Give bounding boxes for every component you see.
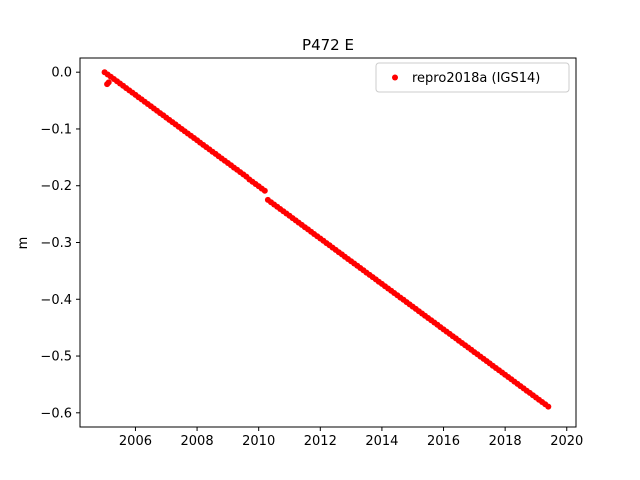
x-tick-label: 2020 [550,434,583,449]
y-axis-ticks: 0.0 −0.1 −0.2 −0.3 −0.4 −0.5 −0.6 [40,66,80,421]
data-point [545,403,552,410]
legend-frame [375,62,570,93]
y-tick-label: −0.4 [40,293,72,308]
y-tick-label: −0.1 [40,122,72,137]
y-tick-label: 0.0 [51,66,72,81]
x-tick-label: 2014 [365,434,398,449]
x-axis-ticks: 2006 2008 2010 2012 2014 2016 2018 2020 [119,427,583,449]
y-tick-label: −0.5 [40,350,72,365]
y-tick-label: −0.6 [40,406,72,421]
data-point [261,187,268,194]
x-tick-label: 2008 [181,434,214,449]
legend-marker-icon [392,74,398,81]
y-tick-label: −0.3 [40,236,72,251]
y-axis-label: m [16,237,31,250]
x-tick-label: 2012 [304,434,337,449]
y-tick-label: −0.2 [40,179,72,194]
chart-title: P472 E [302,36,354,54]
x-tick-label: 2016 [427,434,460,449]
legend-label: repro2018a (IGS14) [412,71,540,86]
x-tick-label: 2006 [119,434,152,449]
legend: repro2018a (IGS14) [375,62,570,93]
x-tick-label: 2010 [242,434,275,449]
x-tick-label: 2018 [489,434,522,449]
data-series [101,69,552,410]
data-point-outlier [105,79,112,86]
